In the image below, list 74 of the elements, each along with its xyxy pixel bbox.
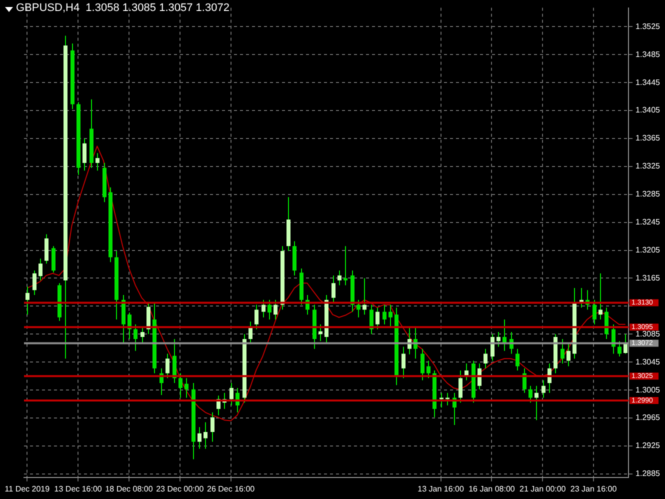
candlestick bbox=[528, 385, 532, 404]
candlestick bbox=[44, 234, 48, 264]
candlestick bbox=[560, 338, 564, 364]
candlestick bbox=[420, 348, 424, 381]
candlestick bbox=[516, 348, 520, 371]
candlestick bbox=[230, 382, 234, 406]
y-tick-label: 1.3405 bbox=[636, 106, 661, 115]
candlestick bbox=[204, 422, 208, 450]
candlestick bbox=[440, 392, 444, 408]
candlestick bbox=[624, 334, 628, 354]
y-tick-label: 1.3245 bbox=[636, 218, 661, 227]
candlestick bbox=[618, 340, 622, 358]
y-tick-label: 1.3085 bbox=[636, 329, 661, 338]
x-tick-label: 11 Dec 2019 bbox=[4, 484, 50, 494]
x-tick-label: 16 Jan 08:00 bbox=[468, 484, 516, 494]
y-tick-label: 1.3365 bbox=[636, 134, 661, 143]
candlestick bbox=[458, 370, 462, 404]
y-tick-label: 1.2965 bbox=[636, 413, 661, 422]
y-tick-label: 1.3525 bbox=[636, 22, 661, 31]
candlestick bbox=[382, 304, 386, 325]
candlestick bbox=[592, 299, 596, 325]
x-tick-label: 23 Dec 00:00 bbox=[156, 484, 204, 494]
candlestick bbox=[484, 348, 488, 369]
candlestick bbox=[52, 246, 56, 274]
candlestick bbox=[338, 270, 342, 286]
candlestick bbox=[332, 274, 336, 304]
y-tick-label: 1.3325 bbox=[636, 162, 661, 171]
candlestick bbox=[38, 258, 42, 281]
candlestick bbox=[178, 372, 182, 398]
y-tick-label: 1.3205 bbox=[636, 245, 661, 254]
candlestick bbox=[542, 380, 546, 398]
y-tick-label: 1.2885 bbox=[636, 469, 661, 478]
candlestick bbox=[140, 326, 144, 344]
y-tick-label: 1.3045 bbox=[636, 357, 661, 366]
y-tick-label: 1.3285 bbox=[636, 190, 661, 199]
candlestick bbox=[370, 304, 374, 335]
x-tick-label: 13 Jan 16:00 bbox=[418, 484, 464, 494]
candlestick bbox=[376, 307, 380, 330]
x-tick-label: 21 Jan 00:00 bbox=[519, 484, 566, 494]
candlestick bbox=[426, 360, 430, 379]
candlestick bbox=[254, 304, 258, 330]
x-tick-label: 23 Jan 16:00 bbox=[570, 484, 618, 494]
candlestick bbox=[210, 412, 214, 442]
candlestick bbox=[184, 378, 188, 398]
candlestick bbox=[362, 278, 366, 316]
candlestick bbox=[96, 152, 100, 172]
y-tick-label: 1.3445 bbox=[636, 78, 661, 87]
candlestick bbox=[598, 272, 602, 320]
candlestick bbox=[262, 299, 266, 318]
y-tick-label: 1.3485 bbox=[636, 50, 661, 59]
candlestick bbox=[274, 299, 278, 320]
candlestick bbox=[198, 426, 202, 450]
candlestick bbox=[446, 392, 450, 406]
y-tick-label: 1.3005 bbox=[636, 385, 661, 394]
candlestick bbox=[344, 246, 348, 286]
candlestick bbox=[566, 343, 570, 367]
candlestick bbox=[82, 138, 86, 172]
candlestick bbox=[496, 332, 500, 348]
y-tick-label: 1.2925 bbox=[636, 441, 661, 450]
candlestick bbox=[534, 385, 538, 421]
candlestick bbox=[146, 302, 150, 335]
x-tick-label: 13 Dec 16:00 bbox=[54, 484, 102, 494]
candlestick bbox=[388, 304, 392, 328]
candlestick bbox=[356, 299, 360, 318]
y-tick-label: 1.3165 bbox=[636, 273, 661, 282]
candlestick bbox=[166, 353, 170, 379]
x-tick-label: 26 Dec 16:00 bbox=[207, 484, 256, 494]
candlestick bbox=[268, 299, 272, 320]
candlestick bbox=[134, 324, 138, 352]
chart-title: GBPUSD,H4 1.3058 1.3085 1.3057 1.3072 bbox=[16, 2, 230, 14]
candlestick bbox=[402, 346, 406, 379]
candlestick bbox=[32, 270, 36, 296]
candlestick bbox=[26, 286, 30, 316]
x-tick-label: 18 Dec 08:00 bbox=[105, 484, 154, 494]
